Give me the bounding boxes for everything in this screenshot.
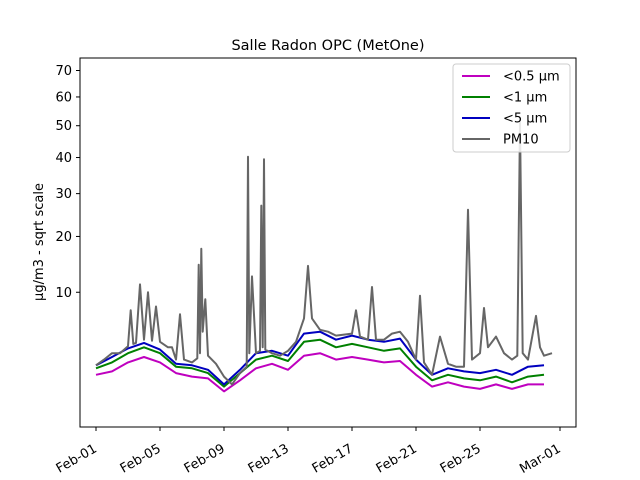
series-clip-group xyxy=(95,121,553,393)
series-line-1 xyxy=(95,352,544,393)
y-tick-label-60: 60 xyxy=(55,90,72,105)
y-tick-label-70: 70 xyxy=(55,64,72,79)
series-line-3 xyxy=(95,330,545,386)
y-tick-label-50: 50 xyxy=(55,119,72,134)
y-tick-label-10: 10 xyxy=(55,286,72,301)
y-tick-label-30: 30 xyxy=(55,187,72,202)
series-line-2 xyxy=(95,338,545,388)
chart-title: Salle Radon OPC (MetOne) xyxy=(231,38,424,54)
legend-label-2: <1 µm xyxy=(503,91,547,106)
legend-label-3: <5 µm xyxy=(503,112,547,127)
legend-label-1: <0.5 µm xyxy=(503,70,560,85)
legend-box xyxy=(452,63,571,153)
series-line-4 xyxy=(95,121,553,386)
legend-label-4: PM10 xyxy=(503,133,539,148)
plot-frame xyxy=(79,57,577,428)
y-axis-label: µg/m3 - sqrt scale xyxy=(32,183,47,301)
y-tick-label-40: 40 xyxy=(55,151,72,166)
legend: <0.5 µm <1 µm <5 µm PM10 xyxy=(452,63,571,153)
y-tick-label-20: 20 xyxy=(55,230,72,245)
series-layer xyxy=(95,121,553,393)
